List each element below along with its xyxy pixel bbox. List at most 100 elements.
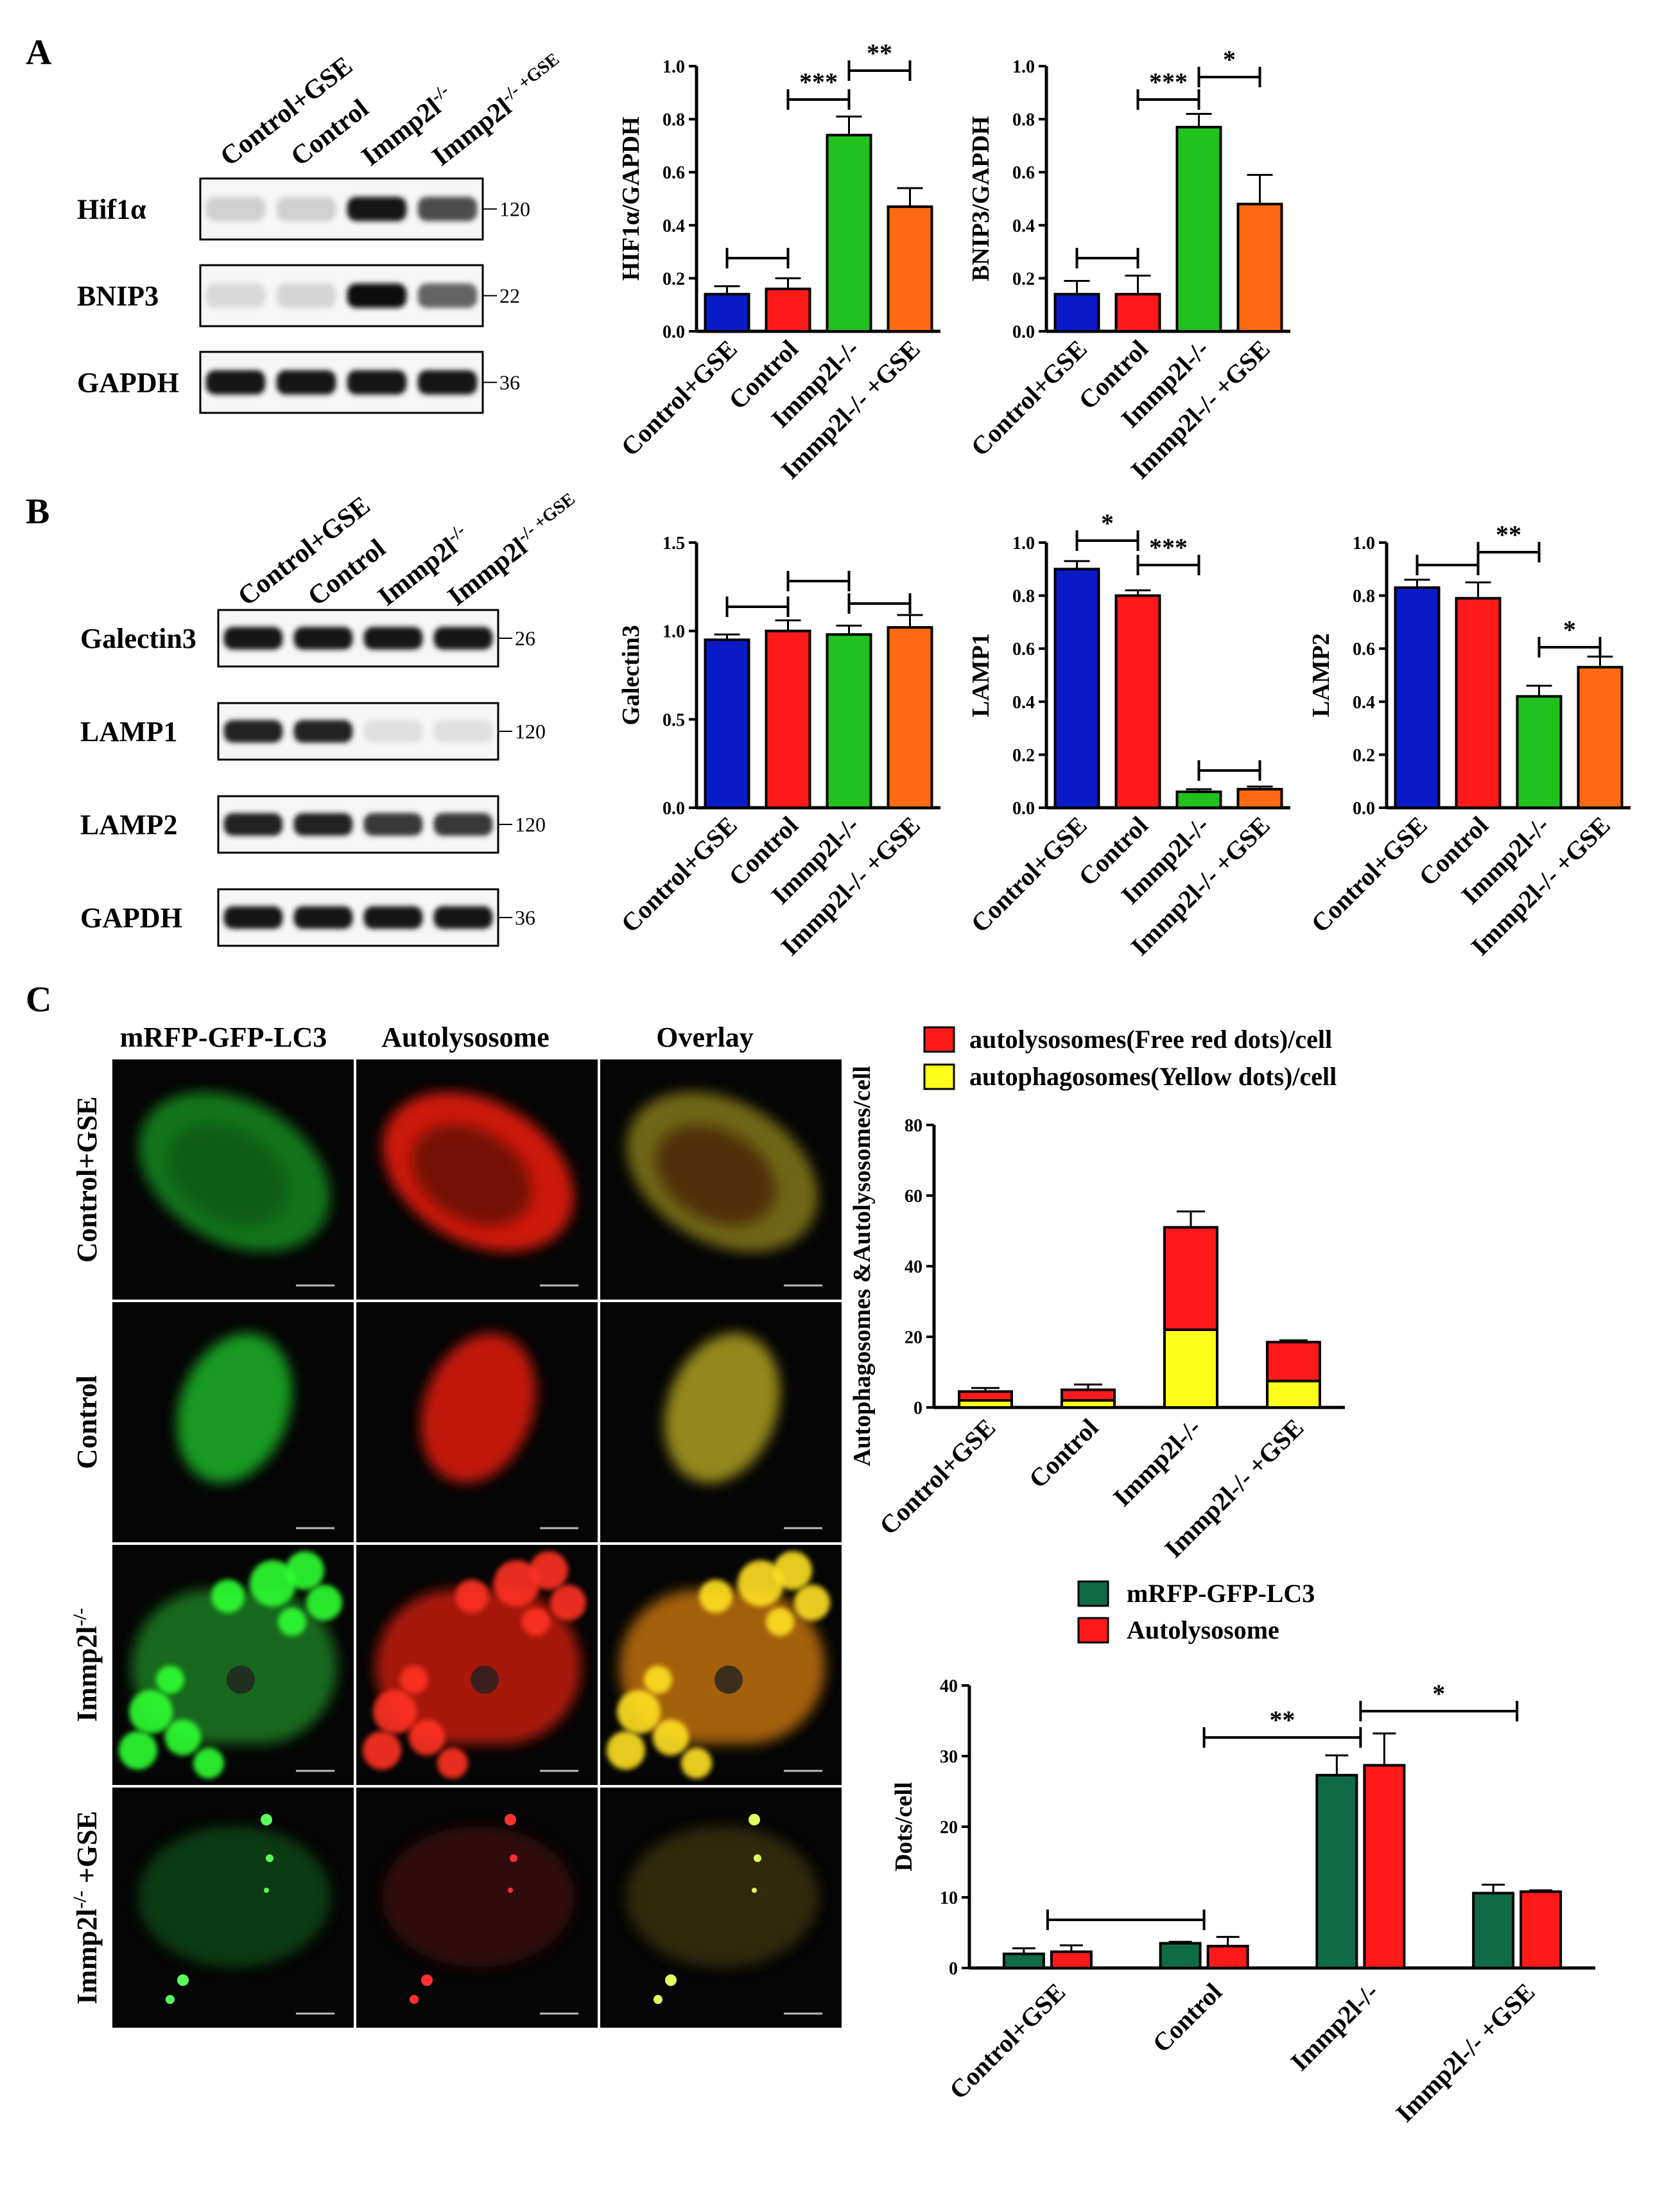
blot-a-band xyxy=(276,283,336,308)
chart-dots-per-cell: 0 10 20 30 40 Dots/cell Control+GSE Control Immp… xyxy=(890,1579,1595,2128)
blot-a-kda-label: 36 xyxy=(499,371,520,394)
blot-b-band xyxy=(293,906,353,929)
blot-b-row-label: GAPDH xyxy=(80,902,182,934)
micro-row-label: Control xyxy=(71,1375,103,1469)
significance-stars: ** xyxy=(867,39,892,67)
blot-b-band xyxy=(223,720,283,743)
y-tick-label: 0.8 xyxy=(662,110,685,130)
blot-a-band xyxy=(347,283,407,308)
bar xyxy=(1516,695,1563,810)
micro-row-label-sup: -/- xyxy=(69,1890,91,1908)
blot-a-band xyxy=(205,370,266,395)
legend-swatch xyxy=(1077,1617,1109,1644)
blot-a-kda-label: 120 xyxy=(499,198,530,221)
blot-b-row-label: LAMP2 xyxy=(80,809,178,840)
y-tick-label: 1.0 xyxy=(1012,57,1035,77)
y-tick-label: 80 xyxy=(905,1116,922,1136)
micro-tile xyxy=(600,1545,842,1785)
y-tick-label: 0.0 xyxy=(1012,322,1035,342)
bar xyxy=(1472,1892,1515,1969)
y-tick-label: 0 xyxy=(949,1959,958,1979)
y-axis-label: Dots/cell xyxy=(890,1782,917,1871)
x-tick-label: Immp2l-/- xyxy=(1107,1413,1206,1512)
x-tick-label: Immp2l-/- xyxy=(1285,1978,1383,2076)
blot-b-band xyxy=(293,627,353,650)
micro-tile xyxy=(112,1302,354,1542)
legend-label: autophagosomes(Yellow dots)/cell xyxy=(969,1062,1337,1091)
significance-stars: * xyxy=(1223,45,1236,74)
y-tick-label: 0.6 xyxy=(1012,640,1035,659)
chart-bnip3: 0.0 0.2 0.4 0.6 0.8 1.0 BNIP3/GAPDH Control+GSE… xyxy=(966,45,1290,485)
y-tick-label: 0.0 xyxy=(662,799,685,819)
y-tick-label: 20 xyxy=(905,1328,922,1348)
y-tick-label: 0.0 xyxy=(1012,799,1035,819)
y-tick-label: 0.8 xyxy=(1012,587,1035,607)
micro-tile xyxy=(356,1059,598,1300)
blot-b-band xyxy=(433,627,493,650)
blot-b-band xyxy=(433,813,493,836)
blot-b-band xyxy=(363,627,423,650)
blot-a-band xyxy=(417,196,478,222)
significance-stars: *** xyxy=(799,67,838,96)
y-axis-label: LAMP1 xyxy=(967,633,994,717)
significance-stars: * xyxy=(1432,1679,1445,1708)
blot-a-band xyxy=(276,370,336,395)
y-tick-label: 0 xyxy=(914,1398,922,1418)
blot-a-band xyxy=(205,196,266,222)
bar xyxy=(1175,125,1222,333)
x-tick-label: Control xyxy=(1023,1413,1104,1494)
micro-header-overlay: Overlay xyxy=(656,1022,754,1053)
bar xyxy=(1315,1773,1358,1969)
y-tick-label: 1.0 xyxy=(1012,534,1035,553)
bar xyxy=(1236,788,1283,809)
significance-stars: ** xyxy=(1496,520,1521,549)
x-tick-label: Control xyxy=(1147,1978,1227,2059)
y-tick-label: 0.2 xyxy=(662,269,685,289)
bar xyxy=(1175,790,1222,809)
legend-swatch xyxy=(923,1063,955,1090)
chart-hif1a: 0.0 0.2 0.4 0.6 0.8 1.0 HIF1α/GAPDH Control+GSE… xyxy=(616,39,940,485)
y-tick-label: 0.4 xyxy=(1012,216,1035,236)
blot-b-kda-label: 36 xyxy=(515,906,535,929)
blot-b-kda-label: 120 xyxy=(515,813,546,836)
blot-b-kda-label: 26 xyxy=(515,627,535,650)
micro-tile xyxy=(600,1788,842,2028)
micro-tile xyxy=(112,1788,354,2028)
bar xyxy=(1053,568,1100,809)
blot-b-kda-label: 120 xyxy=(515,720,546,743)
bar xyxy=(1114,594,1161,809)
micro-row-label-sup: -/- xyxy=(69,1608,91,1626)
bar xyxy=(1002,1953,1045,1969)
blot-b-band xyxy=(293,813,353,836)
micro-header-mrfp: mRFP-GFP-LC3 xyxy=(120,1022,327,1053)
bar xyxy=(887,205,933,333)
y-tick-label: 0.0 xyxy=(662,322,685,342)
y-tick-label: 1.0 xyxy=(662,57,685,77)
legend-swatch xyxy=(1077,1580,1109,1607)
legend-label: Autolysosome xyxy=(1127,1615,1279,1644)
blot-a-band xyxy=(205,283,266,308)
micro-tile xyxy=(356,1545,598,1785)
y-tick-label: 0.6 xyxy=(662,163,685,183)
legend-label: mRFP-GFP-LC3 xyxy=(1127,1579,1315,1608)
blot-b-band xyxy=(433,906,493,929)
bar-segment xyxy=(958,1390,1013,1402)
blot-b-row-label: LAMP1 xyxy=(80,716,178,747)
chart-lamp1: 0.00.20.40.60.81.0LAMP1Control+GSEContro… xyxy=(966,509,1290,961)
y-tick-label: 0.2 xyxy=(1353,745,1375,765)
bar xyxy=(765,629,811,810)
legend-label: autolysosomes(Free red dots)/cell xyxy=(969,1025,1332,1054)
micro-header-autolysosome: Autolysosome xyxy=(381,1022,550,1053)
bar xyxy=(1159,1942,1202,1969)
micro-row-label-suffix: +GSE xyxy=(71,1811,103,1890)
micro-row-label: Immp2l-/- +GSE xyxy=(69,1811,103,2005)
blot-a-band xyxy=(417,283,478,308)
bar xyxy=(1394,586,1441,810)
blot-b-band xyxy=(223,813,283,836)
blot-b-band xyxy=(363,813,423,836)
x-tick-label: Control+GSE xyxy=(966,335,1093,462)
y-tick-label: 40 xyxy=(940,1676,958,1696)
y-axis-label: Autophagosomes &Autolysosomes/cell xyxy=(849,1066,876,1467)
blot-a-row-label: GAPDH xyxy=(77,367,179,399)
bar xyxy=(704,293,750,333)
